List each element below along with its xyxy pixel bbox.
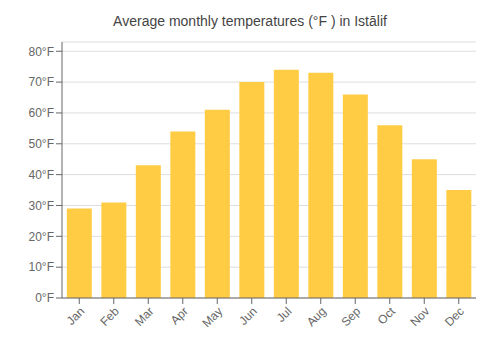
svg-text:Jun: Jun [236,304,260,328]
svg-text:80°F: 80°F [29,45,54,59]
svg-text:Feb: Feb [97,304,122,329]
svg-text:Nov: Nov [407,304,432,329]
svg-text:0°F: 0°F [35,291,54,305]
svg-text:Dec: Dec [442,304,467,329]
svg-text:Jul: Jul [274,304,295,325]
svg-text:60°F: 60°F [29,106,54,120]
svg-text:30°F: 30°F [29,199,54,213]
svg-text:50°F: 50°F [29,137,54,151]
html-text:Average monthly temperatures (: Average monthly temperatures (°F ) in Is… [113,13,387,29]
svg-text:Jan: Jan [64,304,88,328]
svg-text:Mar: Mar [132,304,157,329]
svg-text:40°F: 40°F [29,168,54,182]
svg-text:Sep: Sep [338,304,363,329]
svg-text:10°F: 10°F [29,260,54,274]
svg-text:20°F: 20°F [29,230,54,244]
svg-text:Aug: Aug [304,304,329,329]
svg-text:Oct: Oct [375,304,399,328]
svg-text:May: May [199,304,225,330]
svg-text:Apr: Apr [168,304,191,327]
svg-text:70°F: 70°F [29,75,54,89]
